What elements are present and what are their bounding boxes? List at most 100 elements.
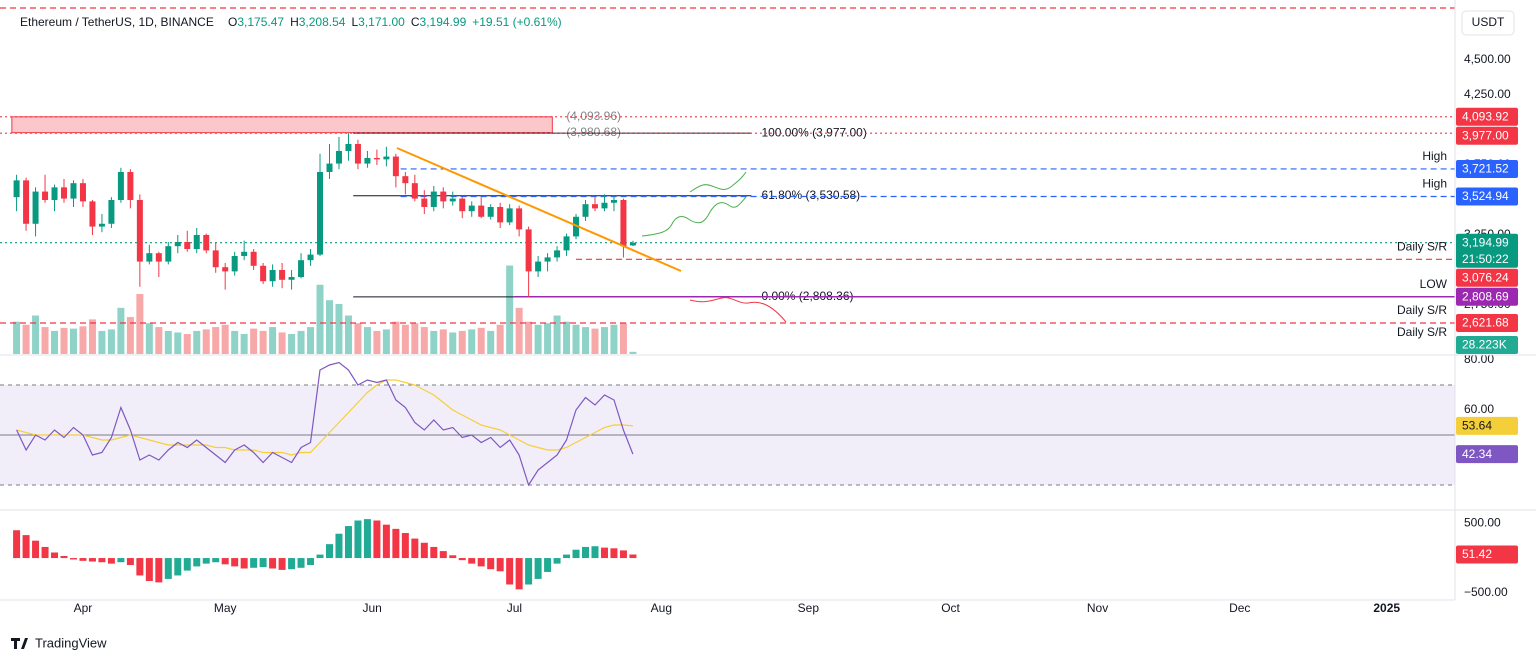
histogram-bar [13,530,21,559]
volume-bar [69,328,77,354]
histogram-bar [145,558,153,582]
brand-logo: TradingView [11,635,107,650]
level-text: Daily S/R [1397,239,1447,253]
volume-bar [288,334,296,354]
histogram-bar [534,558,542,579]
volume-bar [79,326,87,354]
candle-body [544,257,551,262]
candle-body [459,198,466,212]
pane-backgrounds [0,116,1455,486]
ohlc-value: 3,208.54 [299,15,346,29]
badge-label: 2,621.68 [1462,316,1509,330]
volume-bar [155,327,163,354]
candle-body [98,223,105,227]
y-tick-label: 80.00 [1464,352,1494,366]
histogram-bar [544,558,552,572]
candle-body [222,267,229,272]
volume-bar [13,321,21,354]
histogram-bar [231,558,239,567]
badge-label: 3,721.52 [1462,162,1509,176]
badge-label: 53.64 [1462,419,1492,433]
histogram-bar [22,535,30,559]
badge-label: 51.42 [1462,547,1492,561]
candle-body [525,229,532,272]
logo-mark [11,638,28,649]
price-badge [1456,445,1518,464]
histogram-bar [51,552,59,559]
volume-bar [496,324,504,354]
histogram-bar [373,520,381,559]
badge-label: 3,977.00 [1462,128,1509,142]
ohlc-key: L [351,15,358,29]
badge-label: 3,194.99 [1462,235,1509,249]
candle-body [497,206,504,223]
x-tick-label: 2025 [1373,601,1400,615]
volume-bar [98,330,106,354]
x-tick-label: Nov [1087,601,1108,615]
histogram-bar [439,551,447,559]
ohlc-key: O [228,15,237,29]
price-badge [1456,159,1518,178]
price-badge [1456,336,1518,354]
ohlc-legend: O3,175.47 H3,208.54 L3,171.00 C3,194.99 +19.… [228,15,562,29]
ohlc-key: H [290,15,299,29]
histogram-bar [600,547,608,559]
candle-body [184,241,191,249]
histogram-bar [506,558,514,585]
fib-label: 100.00% (3,977.00) [761,125,866,139]
currency-label[interactable]: USDT [1472,15,1505,29]
candle-body [193,234,200,249]
x-tick-label: Apr [74,601,93,615]
histogram-bar [449,555,457,559]
histogram-bar [107,558,115,564]
histogram-bar [88,558,96,562]
user-drawings [396,147,787,323]
histogram-bar [401,533,409,559]
volume-bar [373,330,381,354]
volume-bar [212,327,220,354]
histogram-bar [344,526,352,559]
volume-bar [221,324,229,354]
candle-body [136,199,143,262]
histogram-bar [525,558,533,585]
currency-button[interactable] [1461,10,1515,36]
indicator-line [16,379,633,456]
price-badge [1456,313,1518,332]
volume-bar [325,300,333,354]
histogram-bar [155,558,163,583]
volume-bar [259,330,267,354]
level-text: Daily S/R [1397,303,1447,317]
volume-bar [344,315,352,354]
price-badges: 4,093.92 3,977.00 3,721.52 3,524.94 3,194.99… [1456,107,1518,564]
ohlc-value: 3,175.47 [237,15,284,29]
candle-body [487,206,494,217]
volume-bar [544,323,552,354]
level-text: Daily S/R [1397,325,1447,339]
candle-body [117,171,124,200]
histogram-bar [411,538,419,559]
trend-line [396,147,682,272]
histogram-bar [477,558,485,567]
histogram-bar [487,558,495,570]
candle-body [165,246,172,262]
histogram-bar [591,546,599,559]
volume-bar [278,332,286,354]
volume-bar [610,324,618,354]
badge-label: 42.34 [1462,447,1492,461]
volume-bar [553,315,561,354]
histogram-bar [174,558,182,576]
projection-path [689,297,787,323]
candle-body [61,187,68,199]
candle-body [535,261,542,272]
candle-body [146,253,153,262]
candle-body [23,180,30,224]
volume-bar [183,334,191,354]
histogram-bar [164,558,172,579]
header-legend: Ethereum / TetherUS, 1D, BINANCE [20,15,214,29]
volume-bar [439,329,447,354]
volume-bar [145,323,153,354]
candle-body [155,253,162,262]
histogram-bar [515,558,523,590]
candle-body [174,241,181,247]
